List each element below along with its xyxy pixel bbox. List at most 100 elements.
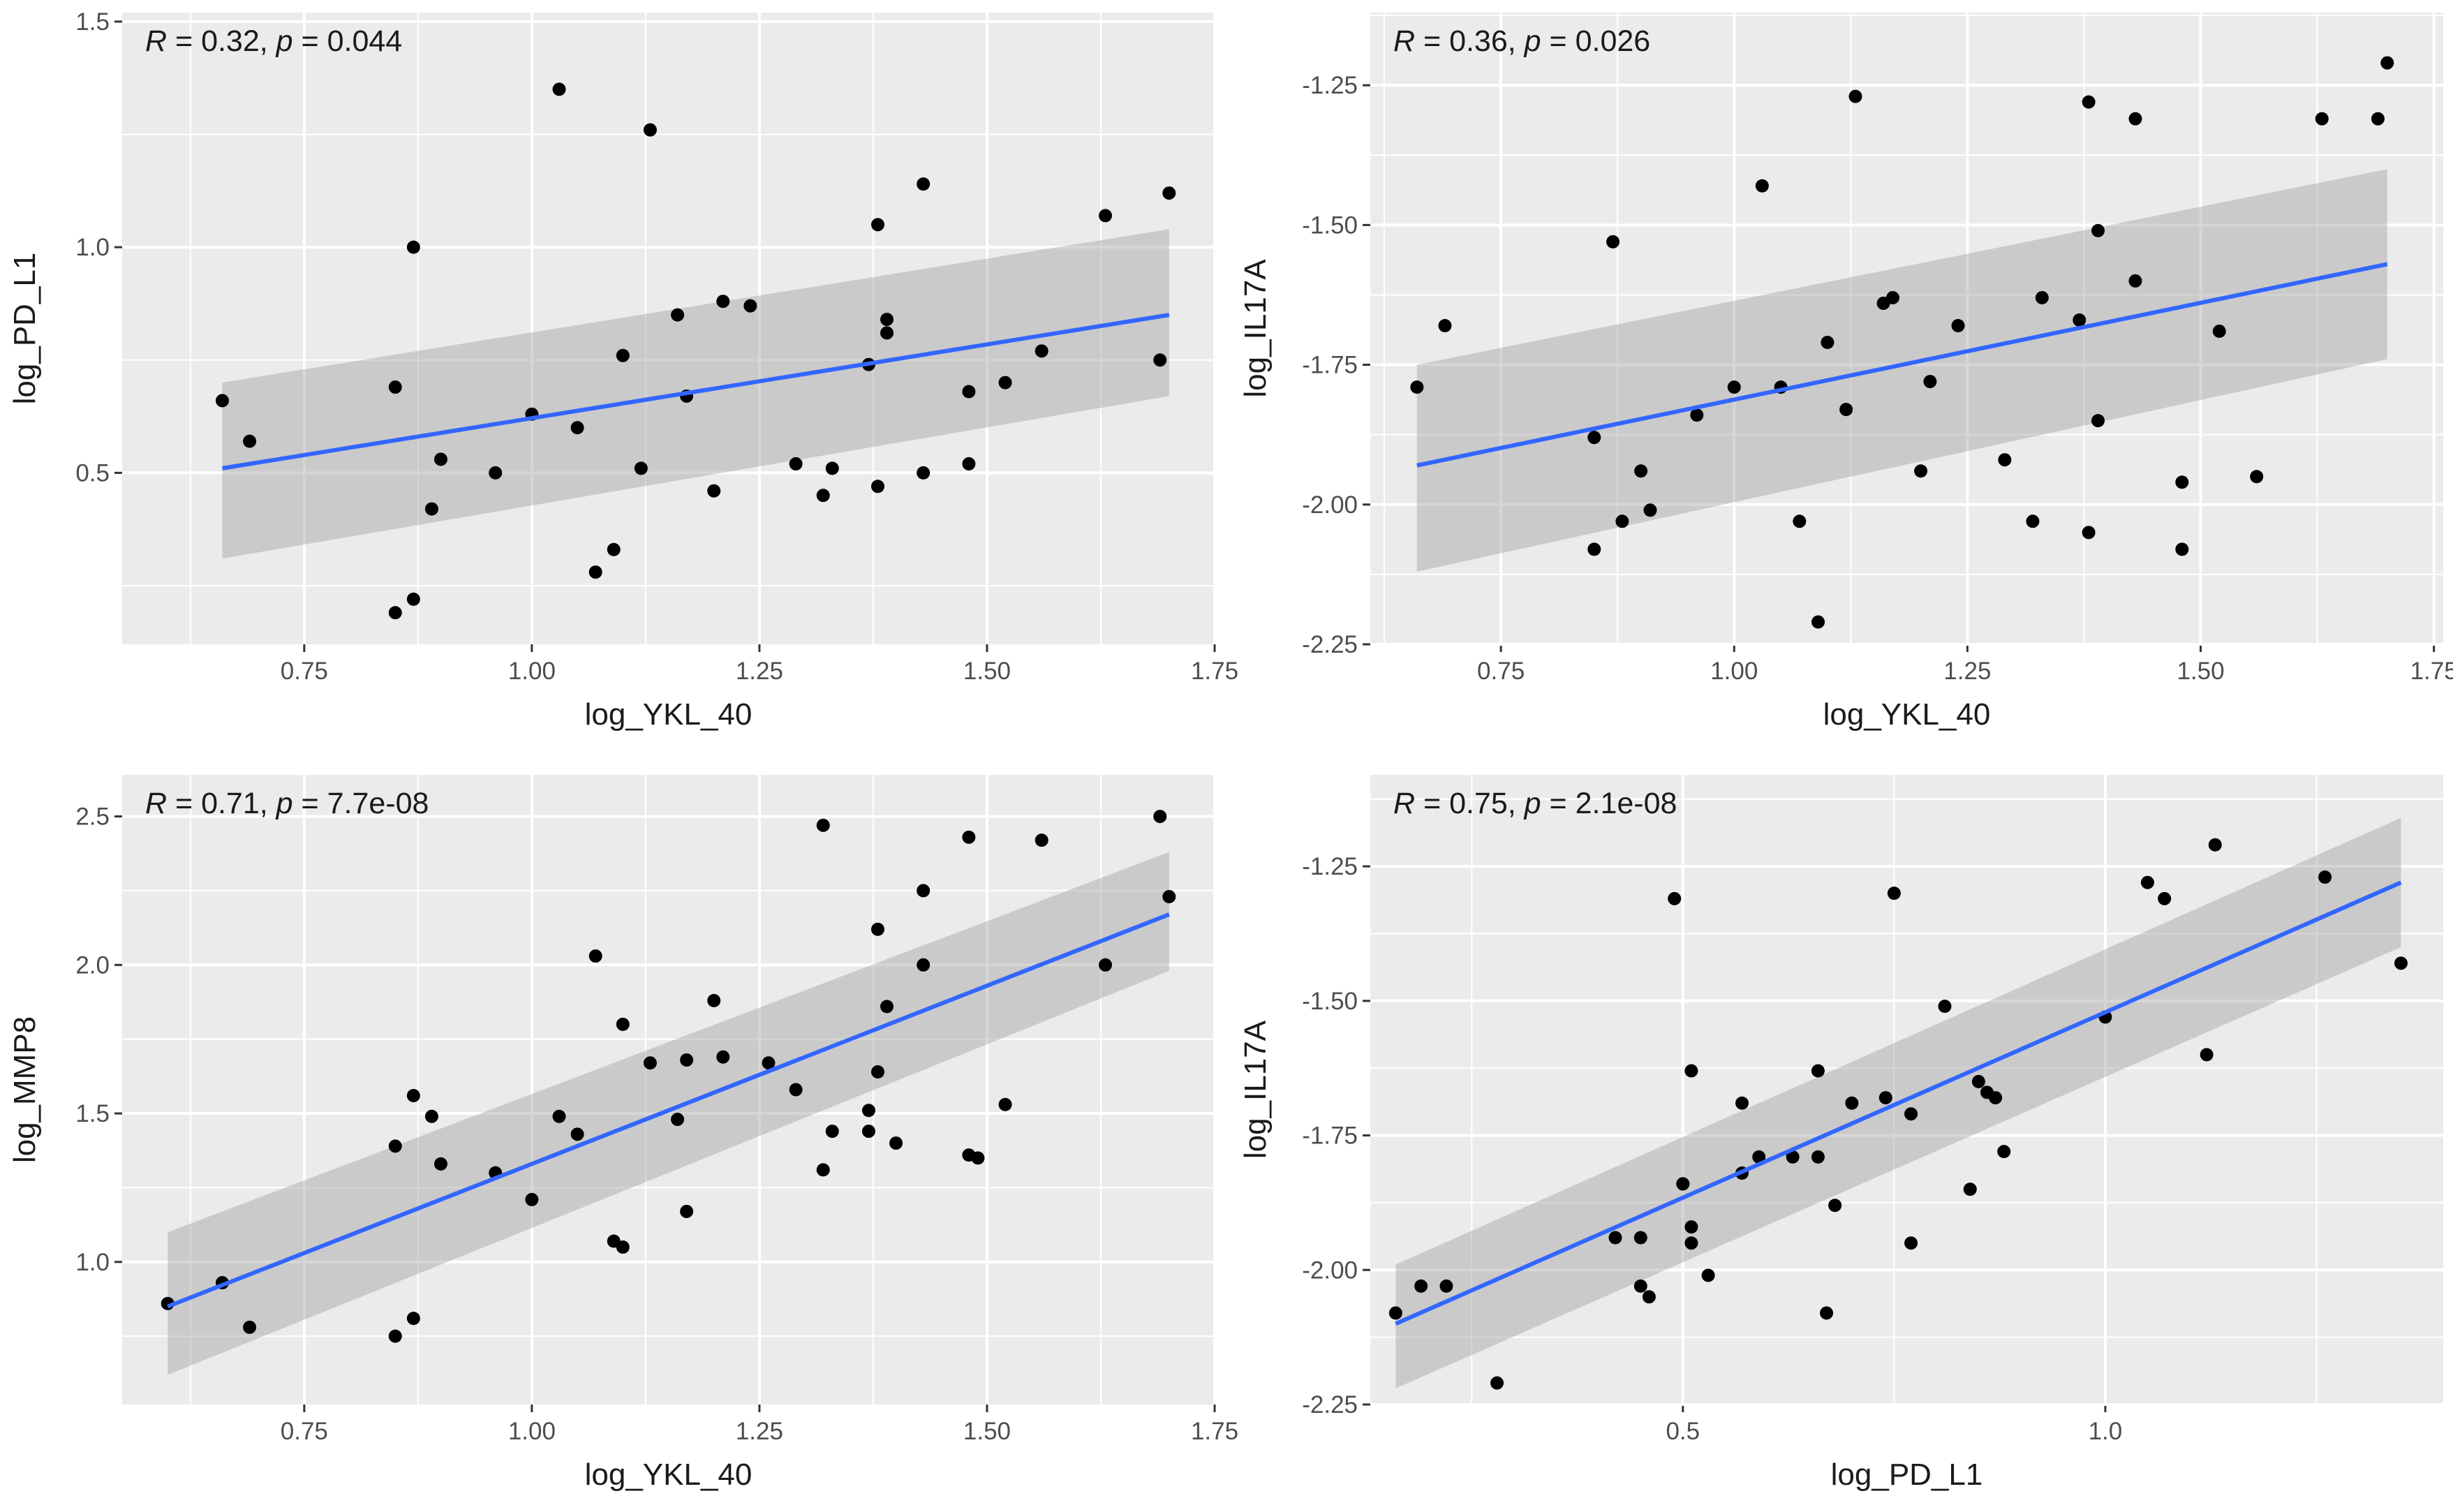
panel-2-data-point: [1727, 380, 1741, 394]
panel-1-data-point: [917, 466, 931, 480]
panel-1-data-point: [962, 457, 976, 470]
panel-2-background: [1370, 13, 2443, 644]
panel-1-xtick-label: 0.75: [281, 658, 328, 685]
panel-3-data-point: [570, 1127, 584, 1141]
panel-1-x-axis-title: log_YKL_40: [585, 697, 753, 732]
panel-4-data-point: [1997, 1145, 2011, 1159]
panel-4-data-point: [1820, 1306, 1834, 1320]
panel-1-data-point: [707, 484, 721, 498]
panel-2-data-point: [2091, 223, 2105, 237]
panel-4-data-point: [1887, 887, 1901, 900]
panel-2-data-point: [1634, 464, 1648, 478]
panel-1-data-point: [962, 385, 976, 399]
panel-4-ytick-label: -2.25: [1302, 1391, 1358, 1418]
panel-1-data-point: [880, 326, 894, 340]
panel-4-ytick-label: -1.50: [1302, 988, 1358, 1015]
panel-2-xtick-label: 1.25: [1943, 658, 1991, 685]
panel-2-data-point: [1811, 615, 1825, 629]
panel-2-data-point: [1606, 235, 1620, 249]
panel-3-xtick-label: 1.00: [508, 1418, 556, 1445]
panel-3-data-point: [998, 1097, 1012, 1111]
panel-2-data-point: [2315, 112, 2329, 126]
panel-2-plot-area: [1410, 56, 2394, 629]
panel-1-data-point: [634, 461, 648, 475]
panel-3-data-point: [552, 1109, 566, 1123]
panel-3-correlation-annotation: R = 0.71, p = 7.7e-08: [145, 787, 429, 820]
panel-2-xtick-label: 1.00: [1710, 658, 1758, 685]
panel-2-data-point: [2212, 325, 2226, 339]
panel-1-data-point: [743, 299, 757, 313]
panel-4-data-point: [1684, 1220, 1698, 1234]
panel-4-ytick-label: -2.00: [1302, 1257, 1358, 1284]
panel-4-data-point: [1735, 1096, 1749, 1110]
panel-4-data-point: [1878, 1091, 1892, 1105]
panel-2-data-point: [1998, 453, 2012, 467]
panel-1-data-point: [616, 348, 630, 362]
panel-3-data-point: [643, 1056, 657, 1070]
panel-3-data-point: [680, 1053, 694, 1067]
panel-4-data-point: [1676, 1177, 1690, 1191]
panel-4-y-axis-title: log_IL17A: [1238, 1020, 1273, 1159]
panel-3-data-point: [243, 1320, 257, 1334]
panel-2-data-point: [1755, 179, 1769, 193]
panel-4-regression-line: [1395, 880, 2402, 1326]
panel-1-data-point: [433, 452, 447, 466]
panel-4-ytick-label: -1.75: [1302, 1122, 1358, 1150]
panel-1-y-axis-title: log_PD_L1: [8, 253, 42, 405]
panel-4-data-point: [1752, 1150, 1766, 1164]
panel-2-data-point: [1587, 542, 1601, 556]
panel-2-confidence-band: [1416, 169, 2387, 572]
panel-4-data-point: [1971, 1074, 1985, 1088]
panel-3-xtick-label: 1.50: [963, 1418, 1011, 1445]
panel-4-data-point: [1904, 1107, 1918, 1121]
panel-2-regression-line: [1416, 262, 2388, 468]
panel-3-data-point: [680, 1204, 694, 1218]
panel-1-data-point: [406, 592, 420, 606]
panel-1-plot-area: [215, 82, 1176, 620]
panel-3-data-point: [917, 884, 931, 898]
panel-1-xtick-label: 1.25: [736, 658, 783, 685]
panel-1-regression-line: [221, 313, 1170, 470]
panel-4-data-point: [1989, 1091, 2003, 1105]
panel-1-xtick-label: 1.75: [1191, 658, 1238, 685]
panel-4-data-point: [1938, 1000, 1952, 1014]
panel-1: 0.75 1.00 1.25 1.50 1.75 0.5 1.0 1.5 R = 0.32, p…: [8, 8, 1238, 732]
panel-3-data-point: [971, 1151, 985, 1165]
panel-1-data-point: [388, 380, 402, 394]
panel-1-data-point: [243, 434, 257, 448]
panel-2-data-point: [2128, 274, 2142, 288]
panel-2-data-point: [2082, 95, 2096, 109]
panel-4-data-point: [2208, 838, 2222, 852]
panel-2-ytick-label: -1.50: [1302, 212, 1358, 239]
panel-1-data-point: [716, 295, 730, 309]
panel-4-data-point: [1904, 1236, 1918, 1250]
panel-4-data-point: [1845, 1096, 1859, 1110]
panel-2-ytick-label: -1.75: [1302, 352, 1358, 379]
panel-3-data-point: [825, 1125, 839, 1139]
panel-1-data-point: [1035, 344, 1048, 358]
panel-3-data-point: [406, 1312, 420, 1326]
panel-2-data-point: [1410, 380, 1424, 394]
panel-2-data-point: [2128, 112, 2142, 126]
panel-4-data-point: [1701, 1268, 1715, 1282]
panel-4-data-point: [1684, 1064, 1698, 1078]
panel-3-data-point: [762, 1056, 776, 1070]
panel-3-ytick-label: 2.5: [75, 803, 110, 831]
panel-4-data-point: [1490, 1376, 1504, 1390]
panel-4-data-point: [1668, 891, 1682, 905]
panel-2: 0.75 1.00 1.25 1.50 1.75 -2.25 -2.00 -1.75 -1.50…: [1238, 13, 2453, 732]
panel-3-data-point: [789, 1083, 803, 1097]
panel-3-data-point: [707, 993, 721, 1007]
panel-1-data-point: [870, 480, 884, 494]
panel-2-data-point: [1793, 514, 1807, 528]
panel-1-data-point: [825, 461, 839, 475]
panel-3-ytick-label: 2.0: [75, 951, 110, 979]
panel-1-data-point: [789, 457, 803, 470]
panel-3-data-point: [424, 1109, 438, 1123]
panel-2-data-point: [2250, 470, 2264, 484]
panel-4-data-point: [2158, 891, 2172, 905]
panel-2-ytick-label: -2.00: [1302, 491, 1358, 519]
panel-3-data-point: [889, 1136, 903, 1150]
panel-1-data-point: [489, 466, 503, 480]
panel-1-xtick-label: 1.50: [963, 658, 1011, 685]
